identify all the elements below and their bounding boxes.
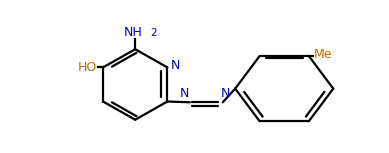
Text: HO: HO: [78, 61, 97, 74]
Text: Me: Me: [314, 48, 332, 61]
Text: 2: 2: [151, 28, 157, 38]
Text: N: N: [179, 87, 189, 100]
Text: N: N: [170, 59, 180, 72]
Text: N: N: [221, 87, 230, 100]
Text: NH: NH: [124, 26, 143, 39]
